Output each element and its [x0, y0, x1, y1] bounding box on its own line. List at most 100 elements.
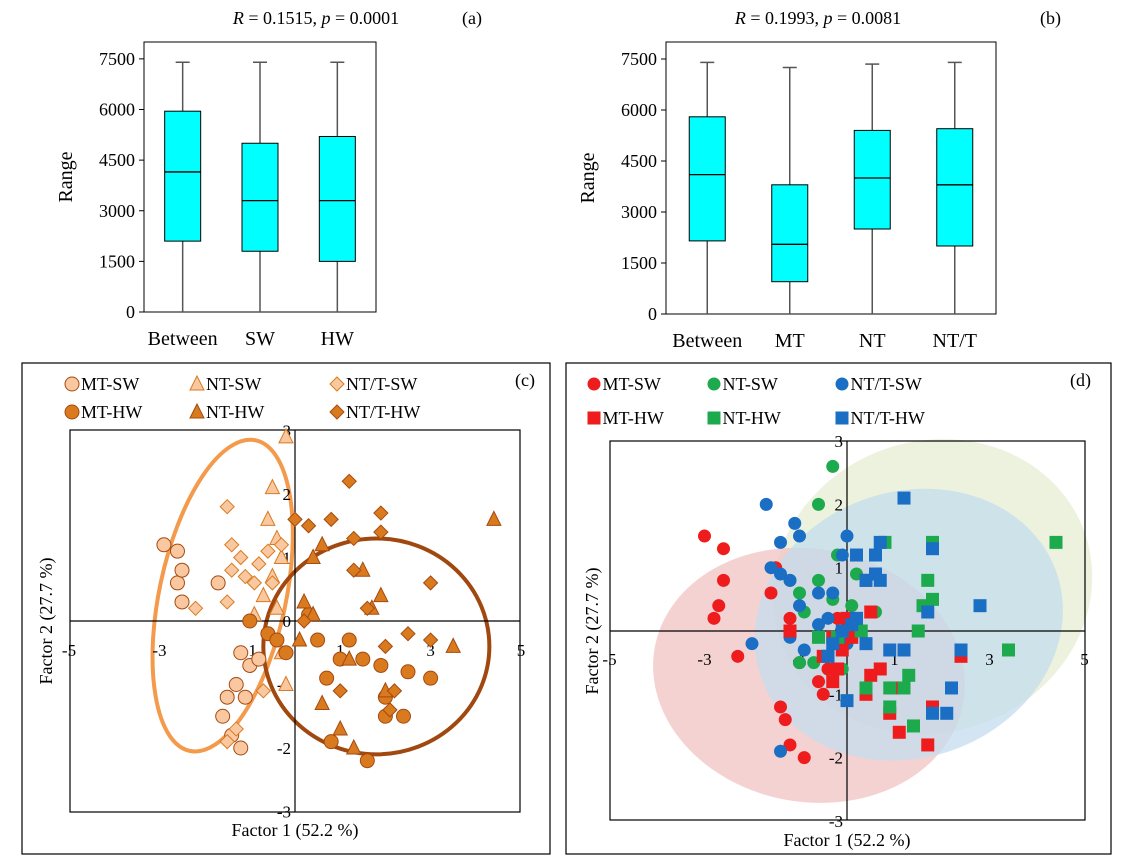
panel-d-point-nt-t-sw — [812, 586, 825, 600]
panel-c-legend-marker — [329, 404, 345, 420]
panel-d-point-mt-sw — [764, 586, 778, 600]
panel-c-point-nt-hw — [373, 586, 389, 603]
panel-b-stat-r-value: = 0.1993, — [746, 8, 824, 28]
panel-c-point-nt-t-hw — [323, 511, 339, 528]
panel-c-point-nt-t-sw — [273, 537, 290, 553]
panel-c-point-mt-sw — [210, 575, 226, 591]
panel-d-point-mt-sw — [774, 700, 787, 714]
panel-c-xtick-label: 1 — [336, 641, 345, 660]
panel-c-point-nt-t-sw — [251, 556, 267, 572]
panel-c-label: (c) — [515, 370, 535, 391]
panel-b-ylabel: Range — [577, 152, 599, 203]
panel-c-point-nt-t-hw — [300, 518, 317, 534]
panel-d-point-nt-t-hw — [897, 491, 911, 505]
panel-c-point-nt-t-hw — [386, 683, 403, 699]
panel-d-ytick-label: 1 — [835, 559, 844, 578]
panel-d-point-nt-hw — [907, 719, 920, 733]
panel-a-box-sw — [241, 142, 279, 252]
panel-c-point-nt-t-hw — [341, 473, 357, 490]
panel-d-point-mt-hw — [873, 662, 887, 676]
panel-d-point-nt-t-sw — [759, 497, 773, 511]
panel-c-point-nt-t-sw — [219, 498, 235, 515]
panel-d-point-mt-sw — [698, 529, 711, 543]
panel-c-point-nt-t-sw — [260, 543, 276, 559]
panel-c-point-mt-hw — [400, 664, 416, 680]
panel-a-label: (a) — [462, 8, 482, 29]
panel-c-point-nt-t-hw — [382, 702, 398, 718]
panel-b-box-mt — [771, 184, 809, 283]
panel-a-ylabel: Range — [55, 151, 77, 202]
panel-d-legend-label: NT-SW — [723, 374, 778, 394]
panel-d-point-nt-sw — [845, 599, 859, 613]
panel-c-point-nt-t-sw — [237, 568, 253, 585]
panel-d-point-nt-t-hw — [926, 542, 939, 556]
panel-a-box-hw — [318, 136, 356, 262]
panel-c-point-mt-hw — [278, 645, 294, 661]
panel-c-legend-marker — [189, 374, 205, 391]
panel-c-point-mt-sw — [169, 543, 185, 559]
panel-d-ytick-label: 2 — [835, 495, 844, 514]
panel-d-point-nt-t-hw — [869, 567, 882, 581]
panel-d-legend-marker — [835, 377, 849, 391]
panel-c-point-mt-hw — [395, 708, 411, 724]
panel-c-point-nt-sw — [278, 675, 294, 691]
panel-c-point-nt-t-sw — [246, 575, 263, 591]
panel-d-point-nt-t-hw — [926, 706, 939, 720]
panel-c-point-nt-t-hw — [422, 575, 439, 591]
panel-d-point-nt-t-hw — [954, 643, 968, 657]
panel-d-legend-label: MT-SW — [603, 374, 661, 394]
panel-a-stat-r-value: = 0.1515, — [244, 8, 322, 28]
panel-d-point-nt-t-sw — [793, 599, 806, 613]
panel-d-point-nt-t-sw — [840, 529, 854, 543]
panel-d-point-nt-t-hw — [835, 624, 849, 638]
panel-c-point-mt-hw — [341, 632, 357, 648]
panel-d-point-nt-hw — [883, 681, 897, 695]
panel-d-point-nt-t-sw — [821, 611, 835, 625]
panel-c-point-nt-sw — [278, 427, 294, 444]
panel-c-point-nt-sw — [264, 478, 281, 495]
panel-d-point-mt-hw — [783, 624, 797, 638]
panel-d-point-nt-t-hw — [821, 649, 835, 663]
panel-c-point-nt-hw — [291, 630, 308, 647]
panel-d-point-nt-hw — [921, 573, 935, 587]
panel-d-legend-label: MT-HW — [603, 408, 664, 428]
panel-d-xtick-label: 1 — [890, 650, 899, 669]
panel-c-point-nt-t-hw — [400, 625, 416, 642]
panel-c-point-mt-sw — [174, 562, 190, 578]
panel-a-stat-p-value: = 0.0001 — [331, 8, 400, 28]
panel-d-point-nt-t-hw — [897, 643, 911, 657]
panel-c-ellipse-hw — [261, 536, 492, 757]
panel-c-ellipse-sw — [150, 437, 295, 754]
panel-d-point-mt-sw — [712, 599, 726, 613]
panel-b-stat: R = 0.1993, p = 0.0081 — [734, 8, 901, 28]
panel-c-point-nt-hw — [345, 738, 362, 755]
panel-b-box-nt-t — [936, 128, 974, 247]
panel-c-point-nt-t-hw — [346, 530, 362, 547]
panel-d-point-mt-hw — [892, 725, 906, 739]
panel-d-legend-marker — [707, 411, 721, 425]
panel-d-ytick-label: 3 — [835, 432, 844, 451]
panel-c-point-mt-sw — [219, 689, 235, 705]
panel-c-point-mt-hw — [323, 734, 339, 750]
panel-d-xtick-label: 3 — [985, 650, 994, 669]
panel-d-point-nt-hw — [812, 630, 825, 644]
panel-c-point-nt-hw — [314, 535, 330, 552]
panel-c-xlabel: Factor 1 (52.2 %) — [232, 820, 359, 841]
panel-c-point-nt-t-sw — [255, 683, 272, 699]
panel-d-point-nt-hw — [883, 700, 897, 714]
panel-d-legend-marker — [587, 411, 601, 425]
panel-d-point-nt-t-hw — [883, 643, 897, 657]
panel-a-ytick-label: 0 — [126, 302, 135, 322]
panel-c-point-nt-t-sw — [224, 537, 240, 553]
panel-d-point-nt-t-hw — [945, 681, 958, 695]
panel-a-category-label: SW — [245, 328, 275, 350]
panel-d-point-nt-t-sw — [783, 573, 797, 587]
panel-c-ytick-label: -3 — [277, 803, 291, 822]
panel-c-point-nt-t-sw — [228, 721, 244, 737]
panel-c-xtick-label: 3 — [426, 641, 435, 660]
panel-d-point-nt-t-sw — [788, 516, 802, 530]
panel-d-point-mt-sw — [816, 687, 830, 701]
panel-c-point-mt-sw — [228, 677, 244, 692]
panel-b-category-label: Between — [672, 330, 742, 352]
